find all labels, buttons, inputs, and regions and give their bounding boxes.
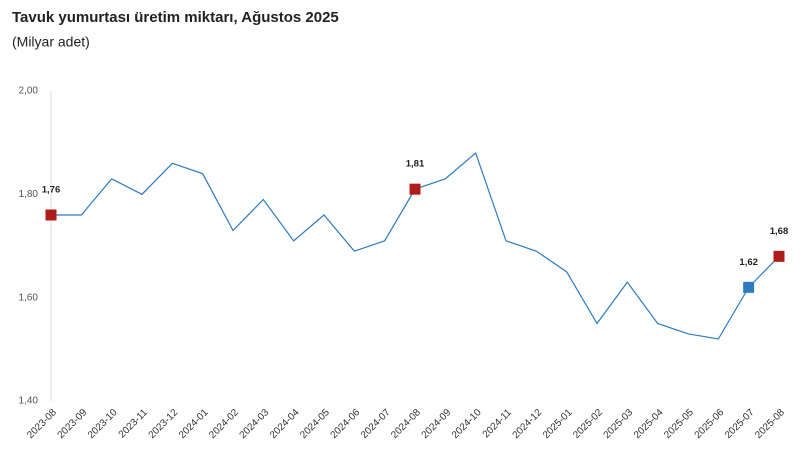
- x-tick-label: 2025-05: [662, 407, 696, 441]
- x-tick-label: 2025-02: [571, 407, 605, 441]
- x-tick-label: 2024-12: [511, 407, 545, 441]
- y-tick-label: 2,00: [19, 86, 39, 97]
- line: [51, 151, 780, 340]
- x-tick-label: 2025-03: [602, 407, 636, 441]
- x-tick-label: 2024-11: [481, 407, 515, 441]
- x-tick-label: 2025-07: [723, 407, 757, 441]
- x-tick-label: 2024-05: [298, 407, 332, 441]
- x-tick-label: 2025-01: [541, 407, 575, 441]
- x-tick-label: 2024-01: [177, 407, 211, 441]
- chart-subtitle: (Milyar adet): [12, 34, 90, 50]
- x-tick-label: 2024-06: [329, 407, 363, 441]
- data-label: 1,68: [770, 226, 789, 237]
- x-tick-label: 2024-04: [268, 407, 302, 441]
- x-tick-label: 2024-02: [207, 407, 241, 441]
- highlight-marker: [45, 209, 57, 221]
- x-tick-label: 2023-12: [147, 407, 181, 441]
- x-tick-label: 2025-06: [693, 407, 727, 441]
- x-tick-label: 2023-10: [86, 407, 120, 441]
- x-tick-label: 2023-11: [117, 407, 151, 441]
- x-tick-label: 2024-10: [450, 407, 484, 441]
- data-label: 1,76: [42, 185, 61, 196]
- x-tick-label: 2023-09: [56, 407, 90, 441]
- highlight-marker: [409, 183, 421, 195]
- y-tick-label: 1,40: [19, 396, 39, 407]
- highlight-marker: [773, 250, 785, 262]
- y-tick-label: 1,80: [19, 189, 39, 200]
- x-tick-label: 2024-03: [238, 407, 272, 441]
- x-tick-label: 2024-07: [359, 407, 393, 441]
- data-label: 1,62: [739, 257, 758, 268]
- x-tick-label: 2025-08: [753, 407, 787, 441]
- y-tick-label: 1,60: [19, 292, 39, 303]
- x-tick-label: 2025-04: [632, 407, 666, 441]
- highlight-marker: [743, 281, 755, 293]
- data-label: 1,81: [406, 159, 425, 170]
- chart-title: Tavuk yumurtası üretim miktarı, Ağustos …: [12, 9, 339, 26]
- x-tick-label: 2024-08: [389, 407, 423, 441]
- x-tick-label: 2024-09: [420, 407, 454, 441]
- x-tick-label: 2023-08: [25, 407, 59, 441]
